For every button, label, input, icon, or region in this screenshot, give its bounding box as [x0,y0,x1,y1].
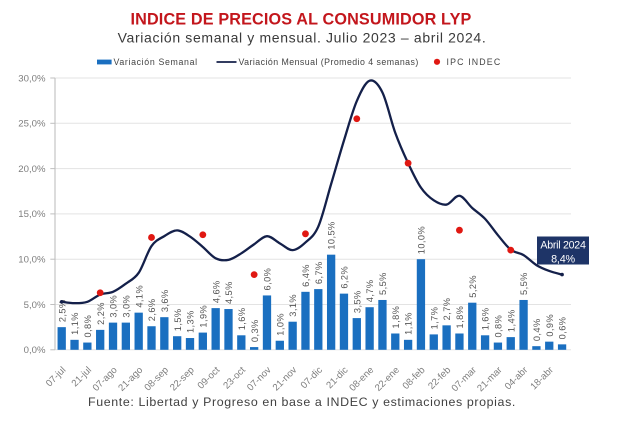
svg-text:1,6%: 1,6% [237,308,247,331]
svg-text:2,5%: 2,5% [57,299,67,322]
svg-text:1,1%: 1,1% [70,312,80,335]
svg-text:0,9%: 0,9% [545,314,555,337]
svg-text:Variación Semanal: Variación Semanal [114,57,198,67]
svg-text:25,0%: 25,0% [18,119,46,130]
svg-text:8,4%: 8,4% [551,253,575,265]
svg-text:5,5%: 5,5% [378,272,388,295]
svg-text:1,0%: 1,0% [275,313,285,336]
svg-text:10,0%: 10,0% [417,226,427,254]
svg-text:INDICE DE PRECIOS AL CONSUMIDO: INDICE DE PRECIOS AL CONSUMIDOR LYP [130,11,471,29]
svg-text:3,1%: 3,1% [288,294,298,317]
svg-text:Abril 2024: Abril 2024 [540,240,586,252]
svg-text:3,0%: 3,0% [121,295,131,318]
svg-text:2,2%: 2,2% [96,302,106,325]
svg-text:1,7%: 1,7% [429,307,439,330]
svg-text:2,6%: 2,6% [147,298,157,321]
svg-text:1,8%: 1,8% [455,306,465,329]
svg-text:15,0%: 15,0% [18,209,46,220]
svg-text:1,3%: 1,3% [186,310,196,333]
svg-text:Fuente: Libertad y Progreso en: Fuente: Libertad y Progreso en base a IN… [88,395,516,409]
svg-text:20,0%: 20,0% [18,164,46,175]
svg-text:0,4%: 0,4% [532,318,542,341]
svg-text:Variación Mensual (Promedio 4: Variación Mensual (Promedio 4 semanas) [239,57,419,67]
svg-text:0,0%: 0,0% [24,345,46,356]
svg-text:0,3%: 0,3% [250,319,260,342]
svg-text:10,5%: 10,5% [327,221,337,249]
svg-text:4,6%: 4,6% [211,280,221,303]
svg-text:5,2%: 5,2% [468,275,478,298]
svg-text:0,6%: 0,6% [558,317,568,340]
svg-text:6,4%: 6,4% [301,264,311,287]
svg-text:1,6%: 1,6% [481,308,491,331]
svg-text:3,5%: 3,5% [352,290,362,313]
svg-text:4,5%: 4,5% [224,281,234,304]
svg-text:1,5%: 1,5% [173,308,183,331]
svg-text:1,8%: 1,8% [391,306,401,329]
svg-text:10,0%: 10,0% [18,255,46,266]
svg-text:30,0%: 30,0% [18,73,46,84]
svg-text:0,8%: 0,8% [83,315,93,338]
svg-text:6,2%: 6,2% [340,266,350,289]
svg-text:IPC INDEC: IPC INDEC [447,57,502,67]
svg-text:0,8%: 0,8% [494,315,504,338]
svg-text:4,7%: 4,7% [365,279,375,302]
svg-text:Variación semanal y mensual. J: Variación semanal y mensual. Julio 2023 … [118,30,487,46]
svg-text:1,1%: 1,1% [404,312,414,335]
svg-text:1,9%: 1,9% [198,305,208,328]
svg-text:5,0%: 5,0% [24,300,46,311]
svg-text:3,0%: 3,0% [109,295,119,318]
svg-text:1,4%: 1,4% [506,309,516,332]
svg-text:5,5%: 5,5% [519,272,529,295]
svg-text:6,7%: 6,7% [314,261,324,284]
svg-text:2,7%: 2,7% [442,298,452,321]
svg-text:4,1%: 4,1% [134,285,144,308]
svg-text:6,0%: 6,0% [263,268,273,291]
svg-text:3,6%: 3,6% [160,289,170,312]
